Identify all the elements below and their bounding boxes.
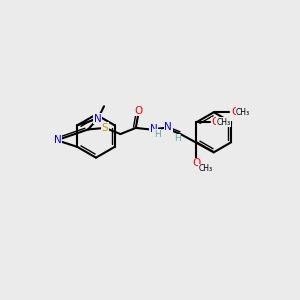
Text: CH₃: CH₃	[199, 164, 213, 173]
Text: N: N	[164, 122, 172, 132]
Text: CH₃: CH₃	[236, 108, 250, 117]
Text: H: H	[154, 130, 161, 139]
Text: CH₃: CH₃	[216, 118, 230, 127]
Text: S: S	[102, 123, 108, 133]
Text: N: N	[94, 114, 102, 124]
Text: N: N	[54, 135, 61, 145]
Text: O: O	[231, 107, 239, 117]
Text: O: O	[134, 106, 142, 116]
Text: N: N	[150, 124, 158, 134]
Text: H: H	[174, 134, 181, 143]
Text: O: O	[192, 158, 201, 168]
Text: O: O	[212, 117, 220, 127]
